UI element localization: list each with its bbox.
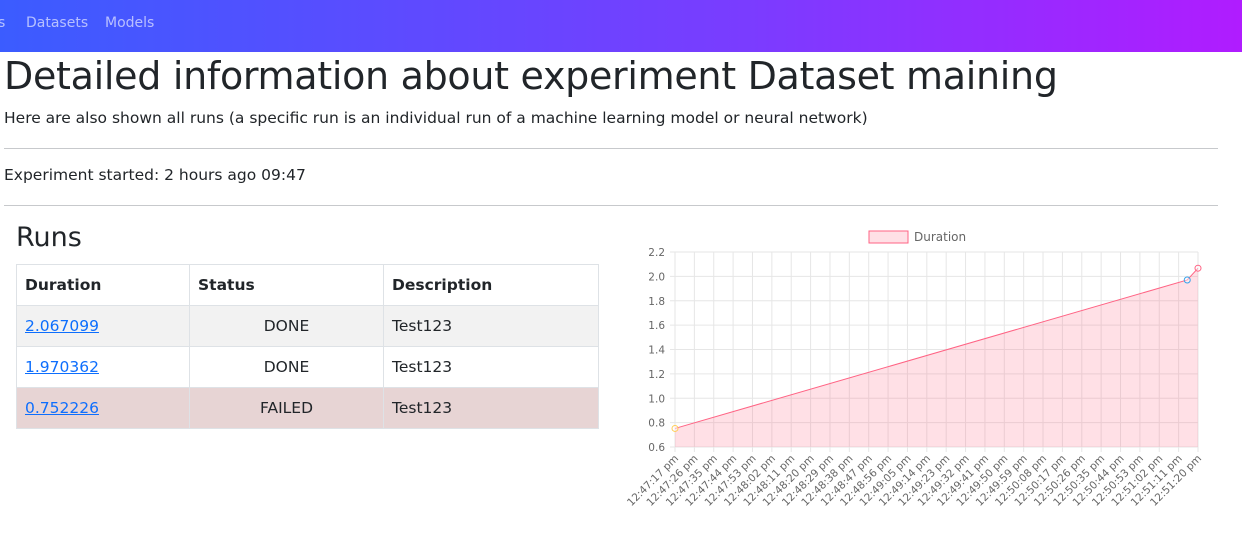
column-header-description[interactable]: Description — [383, 264, 599, 306]
description-cell: Test123 — [383, 305, 599, 347]
status-cell: DONE — [189, 346, 384, 388]
divider — [4, 205, 1218, 206]
y-tick-label: 1.2 — [648, 369, 665, 381]
chart-points — [671, 264, 1202, 432]
runs-heading: Runs — [16, 222, 82, 253]
table-row: 1.970362 DONE Test123 — [16, 346, 599, 388]
y-tick-label: 1.6 — [648, 320, 665, 332]
page-lead: Here are also shown all runs (a specific… — [4, 109, 868, 127]
divider — [4, 148, 1218, 149]
y-tick-label: 0.8 — [648, 418, 665, 430]
description-cell: Test123 — [383, 346, 599, 388]
y-tick-label: 2.0 — [648, 271, 665, 283]
y-tick-label: 0.6 — [648, 442, 665, 454]
nav-link-models[interactable]: Models — [105, 15, 155, 31]
navbar: s Datasets Models — [0, 0, 1242, 52]
duration-cell: 2.067099 — [16, 305, 190, 347]
y-tick-label: 2.2 — [648, 247, 665, 259]
chart-point — [671, 424, 679, 432]
description-cell: Test123 — [383, 387, 599, 429]
run-duration-link[interactable]: 2.067099 — [25, 317, 99, 335]
chart-point — [1183, 276, 1191, 284]
legend-swatch — [868, 230, 909, 244]
run-duration-link[interactable]: 1.970362 — [25, 358, 99, 376]
duration-chart: 0.6 0.8 1.0 1.2 1.4 1.6 1.8 2.0 2.2 12:47:17 pm1… — [625, 230, 1204, 509]
column-header-status[interactable]: Status — [189, 264, 384, 306]
chart-grid — [670, 251, 1199, 452]
run-duration-link[interactable]: 0.752226 — [25, 399, 99, 417]
chart-series-line — [674, 267, 1199, 429]
table-row: 2.067099 DONE Test123 — [16, 305, 599, 347]
chart-area-fill — [675, 268, 1198, 447]
chart-point — [1194, 264, 1202, 272]
duration-cell: 0.752226 — [16, 387, 190, 429]
table-header-row: Duration Status Description — [16, 264, 599, 306]
status-cell: DONE — [189, 305, 384, 347]
status-cell: FAILED — [189, 387, 384, 429]
chart-legend[interactable]: Duration — [868, 230, 966, 244]
y-tick-label: 1.4 — [648, 345, 665, 357]
nav-link-datasets[interactable]: Datasets — [26, 15, 89, 31]
column-header-duration[interactable]: Duration — [16, 264, 190, 306]
page-title: Detailed information about experiment Da… — [4, 54, 1058, 98]
chart-y-ticks: 0.6 0.8 1.0 1.2 1.4 1.6 1.8 2.0 2.2 — [648, 247, 665, 454]
table-row-failed: 0.752226 FAILED Test123 — [16, 387, 599, 429]
legend-label: Duration — [914, 230, 966, 244]
experiment-started: Experiment started: 2 hours ago 09:47 — [4, 166, 306, 184]
chart-area-group — [674, 267, 1199, 447]
y-tick-label: 1.0 — [648, 393, 665, 405]
runs-table: Duration Status Description 2.067099 DON… — [16, 264, 599, 429]
nav-link-partial[interactable]: s — [0, 15, 6, 31]
duration-cell: 1.970362 — [16, 346, 190, 388]
y-tick-label: 1.8 — [648, 296, 665, 308]
